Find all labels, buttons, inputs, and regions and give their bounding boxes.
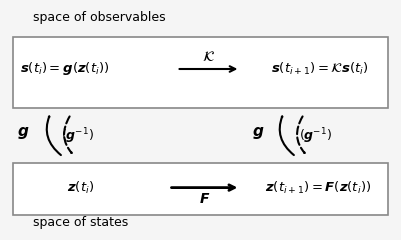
Text: $(\boldsymbol{g}^{-1})$: $(\boldsymbol{g}^{-1})$ [300, 127, 332, 146]
Text: $\boldsymbol{g}$: $\boldsymbol{g}$ [17, 125, 30, 141]
Text: space of observables: space of observables [33, 11, 166, 24]
Text: $(\boldsymbol{g}^{-1})$: $(\boldsymbol{g}^{-1})$ [61, 127, 93, 146]
FancyArrowPatch shape [297, 116, 305, 153]
Text: space of states: space of states [33, 216, 128, 229]
Text: $\boldsymbol{z}(t_i)$: $\boldsymbol{z}(t_i)$ [67, 180, 95, 196]
FancyArrowPatch shape [47, 116, 61, 155]
Text: $\mathcal{K}$: $\mathcal{K}$ [202, 50, 215, 64]
FancyBboxPatch shape [13, 37, 388, 108]
FancyArrowPatch shape [279, 116, 294, 155]
Text: $\boldsymbol{F}$: $\boldsymbol{F}$ [199, 192, 210, 206]
Text: $\boldsymbol{z}(t_{i+1}) = \boldsymbol{F}(\boldsymbol{z}(t_i))$: $\boldsymbol{z}(t_{i+1}) = \boldsymbol{F… [265, 180, 371, 196]
FancyBboxPatch shape [13, 163, 388, 215]
Text: $\boldsymbol{s}(t_i) = \boldsymbol{g}(\boldsymbol{z}(t_i))$: $\boldsymbol{s}(t_i) = \boldsymbol{g}(\b… [20, 60, 110, 78]
FancyArrowPatch shape [64, 116, 72, 153]
Text: $\boldsymbol{s}(t_{i+1}) = \mathcal{K}\boldsymbol{s}(t_i)$: $\boldsymbol{s}(t_{i+1}) = \mathcal{K}\b… [271, 61, 369, 77]
Text: $\boldsymbol{g}$: $\boldsymbol{g}$ [252, 125, 264, 141]
